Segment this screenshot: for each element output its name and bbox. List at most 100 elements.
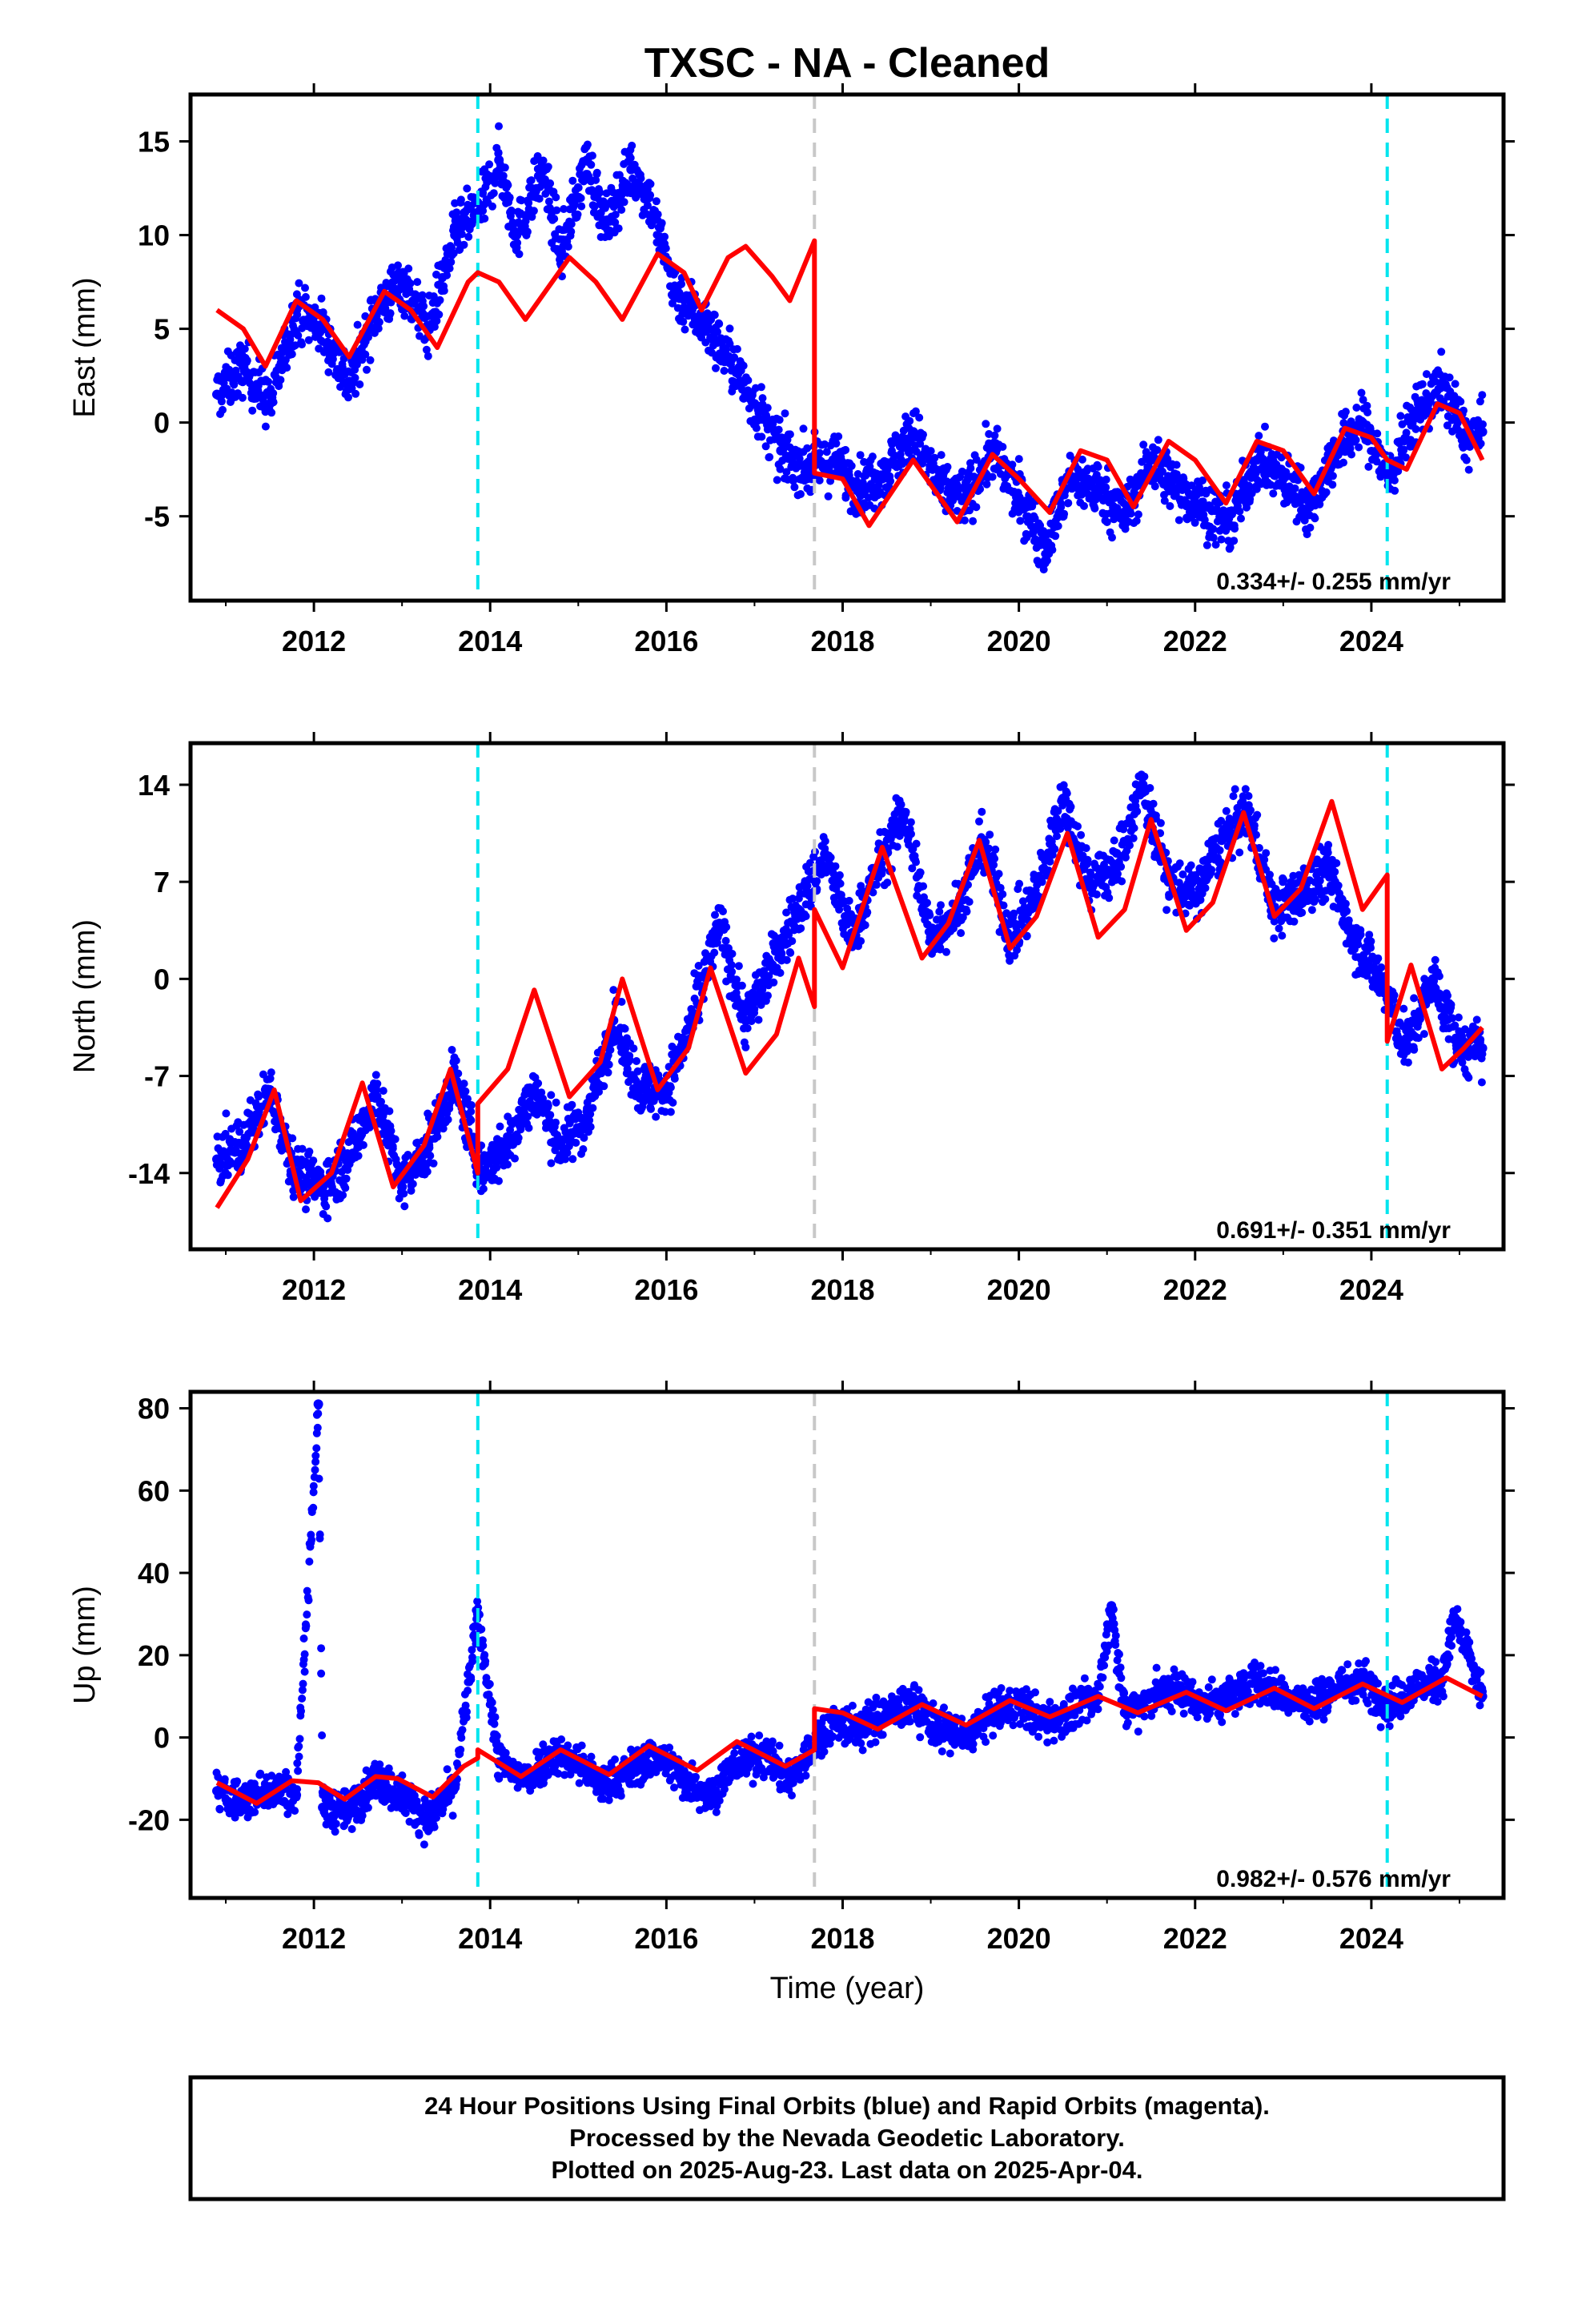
east-data-point bbox=[1291, 484, 1299, 493]
east-data-point bbox=[815, 448, 824, 457]
east-data-point bbox=[1306, 523, 1315, 532]
east-data-point bbox=[697, 314, 707, 324]
east-x-tick-label: 2018 bbox=[810, 625, 874, 657]
east-data-point bbox=[361, 350, 370, 359]
east-data-point bbox=[1014, 455, 1023, 464]
east-data-point bbox=[1352, 404, 1361, 412]
north-data-point bbox=[1066, 802, 1075, 811]
east-data-point bbox=[1102, 518, 1111, 526]
east-data-point bbox=[364, 333, 372, 342]
east-data-point bbox=[988, 472, 997, 481]
east-data-point bbox=[926, 447, 935, 456]
north-data-point bbox=[429, 1159, 438, 1168]
east-x-tick-label: 2012 bbox=[282, 625, 346, 657]
east-data-point bbox=[1402, 428, 1411, 437]
east-data-point bbox=[524, 199, 533, 207]
north-data-point bbox=[978, 807, 986, 816]
east-data-point bbox=[611, 211, 620, 219]
north-data-point bbox=[1323, 848, 1332, 857]
north-data-point bbox=[461, 1087, 470, 1096]
east-data-point bbox=[937, 451, 946, 460]
east-data-point bbox=[1477, 427, 1488, 437]
north-data-point bbox=[1215, 846, 1224, 854]
east-data-point bbox=[294, 331, 303, 340]
north-data-point bbox=[1175, 859, 1184, 868]
north-data-point bbox=[426, 1152, 435, 1160]
east-data-point bbox=[915, 413, 924, 422]
east-data-point bbox=[617, 206, 626, 214]
north-data-point bbox=[1270, 934, 1279, 943]
east-data-point bbox=[614, 224, 623, 233]
north-data-point bbox=[743, 1024, 752, 1032]
east-data-point bbox=[653, 210, 662, 219]
north-data-point bbox=[371, 1071, 380, 1080]
east-data-point bbox=[643, 201, 652, 210]
east-data-point bbox=[782, 468, 791, 476]
north-data-point bbox=[305, 1148, 314, 1156]
east-data-point bbox=[733, 344, 741, 353]
east-data-point bbox=[397, 277, 408, 287]
east-data-point bbox=[744, 376, 753, 384]
north-data-point bbox=[652, 1112, 661, 1121]
east-data-point bbox=[567, 227, 576, 236]
north-data-point bbox=[514, 1133, 523, 1142]
east-x-tick-label: 2022 bbox=[1163, 625, 1227, 657]
north-data-point bbox=[1083, 855, 1092, 864]
east-data-point bbox=[853, 470, 862, 478]
east-data-point bbox=[304, 336, 313, 344]
east-y-tick-label: -5 bbox=[144, 501, 170, 533]
east-data-point bbox=[505, 193, 514, 202]
east-data-point bbox=[240, 344, 249, 353]
north-data-point bbox=[1129, 834, 1138, 842]
east-data-point bbox=[677, 279, 686, 288]
east-data-point bbox=[943, 463, 952, 471]
east-data-point bbox=[1261, 422, 1269, 431]
east-data-point bbox=[703, 309, 712, 318]
east-data-point bbox=[546, 179, 555, 187]
east-data-point bbox=[1464, 465, 1473, 474]
east-data-point bbox=[834, 432, 843, 440]
north-data-point bbox=[1162, 906, 1171, 915]
north-data-point bbox=[728, 967, 737, 976]
north-data-point bbox=[1146, 784, 1154, 792]
east-y-tick-label: 5 bbox=[154, 313, 170, 346]
north-data-point bbox=[957, 929, 966, 938]
north-data-point bbox=[734, 962, 743, 971]
east-data-point bbox=[535, 195, 544, 203]
east-data-point bbox=[1445, 373, 1454, 382]
east-data-point bbox=[644, 192, 654, 203]
north-data-point bbox=[495, 1176, 503, 1185]
east-data-point bbox=[661, 244, 670, 253]
north-data-point bbox=[339, 1191, 347, 1200]
east-data-point bbox=[802, 464, 813, 475]
north-data-point bbox=[1140, 772, 1149, 781]
east-data-point bbox=[1451, 380, 1460, 388]
north-data-point bbox=[1053, 832, 1061, 841]
north-data-point bbox=[288, 1134, 297, 1143]
north-data-point bbox=[323, 1214, 332, 1223]
east-data-point bbox=[1462, 456, 1471, 464]
east-data-point bbox=[841, 445, 850, 454]
east-data-point bbox=[480, 214, 489, 223]
east-data-point bbox=[447, 258, 456, 267]
north-data-point bbox=[1015, 879, 1024, 888]
east-data-point bbox=[1364, 462, 1373, 471]
north-data-point bbox=[511, 1154, 519, 1163]
north-data-point bbox=[835, 870, 844, 879]
east-data-point bbox=[847, 461, 856, 470]
east-data-point bbox=[1134, 510, 1142, 519]
east-data-point bbox=[523, 227, 532, 236]
east-data-point bbox=[1064, 499, 1073, 508]
north-data-point bbox=[669, 1098, 677, 1107]
north-data-point bbox=[1082, 844, 1090, 853]
east-data-point bbox=[1093, 483, 1103, 493]
east-data-point bbox=[238, 393, 247, 402]
east-data-point bbox=[440, 287, 448, 295]
east-data-point bbox=[568, 176, 577, 185]
east-data-point bbox=[301, 292, 310, 301]
east-data-point bbox=[339, 354, 348, 363]
east-data-point bbox=[527, 176, 536, 185]
north-data-point bbox=[998, 890, 1007, 899]
east-data-point bbox=[499, 171, 508, 180]
